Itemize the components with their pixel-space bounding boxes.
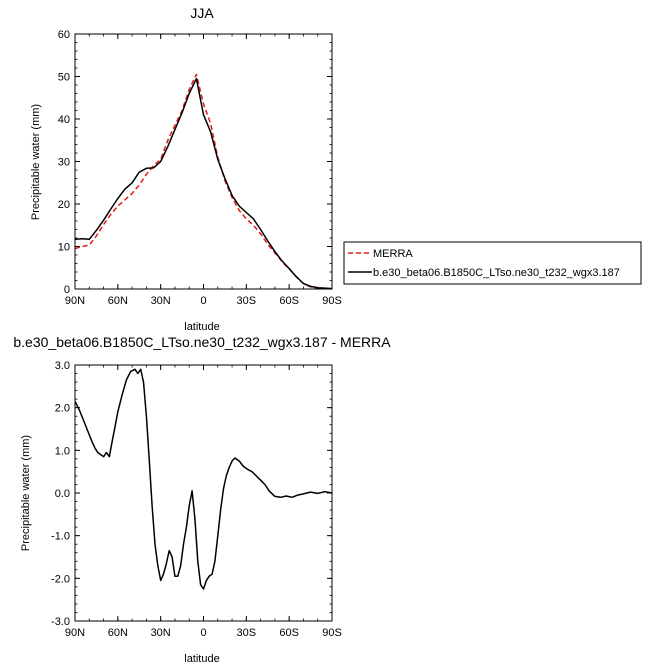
bottom-chart-ytick-label: -2.0: [51, 573, 70, 585]
top-chart-ytick-label: 40: [58, 114, 70, 126]
bottom-chart: b.e30_beta06.B1850C_LTso.ne30_t232_wgx3.…: [13, 334, 391, 665]
top-chart-title: JJA: [190, 5, 214, 21]
top-chart-series-line-0: [74, 73, 332, 290]
top-chart-xtick-label: 90S: [322, 295, 342, 307]
top-chart-xtick-label: 60N: [108, 295, 128, 307]
legend-label-model: b.e30_beta06.B1850C_LTso.ne30_t232_wgx3.…: [373, 267, 620, 279]
top-chart-ylabel: Precipitable water (mm): [30, 104, 42, 220]
bottom-chart-ylabel: Precipitable water (mm): [20, 435, 32, 551]
legend-box: [343, 241, 642, 285]
bottom-chart-xtick-label: 60S: [279, 627, 299, 639]
bottom-chart-frame: [74, 364, 333, 622]
bottom-chart-ytick-label: -3.0: [51, 616, 70, 628]
bottom-chart-xlabel: latitude: [184, 653, 219, 665]
top-chart-xtick-label: 90N: [65, 295, 85, 307]
bottom-chart-title: b.e30_beta06.B1850C_LTso.ne30_t232_wgx3.…: [13, 334, 391, 350]
bottom-chart-xtick-label: 0: [200, 627, 206, 639]
top-chart-ytick-label: 50: [58, 72, 70, 84]
top-chart-series-line-1: [74, 77, 333, 290]
bottom-chart-xtick-label: 30N: [151, 627, 171, 639]
bottom-chart-xtick-label: 90S: [322, 627, 342, 639]
top-chart-ytick-label: 60: [58, 29, 70, 41]
top-chart-ytick-label: 10: [58, 242, 70, 254]
top-chart-ytick-label: 30: [58, 157, 70, 169]
bottom-chart-ytick-label: -1.0: [51, 531, 70, 543]
legend-label-merra: MERRA: [373, 248, 413, 260]
top-chart-xtick-label: 30N: [151, 295, 171, 307]
bottom-chart-xtick-label: 90N: [65, 627, 85, 639]
bottom-chart-ytick-label: 1.0: [55, 445, 70, 457]
bottom-chart-ytick-label: 2.0: [55, 403, 70, 415]
top-chart: JJA Precipitable water (mm) latitude 90N…: [30, 5, 642, 333]
top-chart-ytick-label: 20: [58, 199, 70, 211]
top-chart-xtick-label: 60S: [279, 295, 299, 307]
top-chart-plot-area: 90N 60N 30N 0 30S 60S 90S 0 10 20 30 40 50 60: [58, 29, 342, 307]
bottom-chart-ytick-label: 0.0: [55, 488, 70, 500]
bottom-chart-ytick-label: 3.0: [55, 360, 70, 372]
bottom-chart-series-line-0: [74, 368, 333, 590]
top-chart-xtick-label: 0: [200, 295, 206, 307]
bottom-chart-xtick-label: 60N: [108, 627, 128, 639]
top-chart-frame: [74, 33, 333, 290]
top-chart-xlabel: latitude: [184, 321, 219, 333]
top-chart-ytick-label: 0: [64, 284, 70, 296]
top-chart-xtick-label: 30S: [237, 295, 257, 307]
bottom-chart-plot-area: 90N 60N 30N 0 30S 60S 90S -3.0 -2.0 -1.0 0.0 1.0 2.0…: [51, 360, 342, 639]
top-chart-legend: MERRA b.e30_beta06.B1850C_LTso.ne30_t232…: [343, 241, 642, 285]
bottom-chart-xtick-label: 30S: [237, 627, 257, 639]
